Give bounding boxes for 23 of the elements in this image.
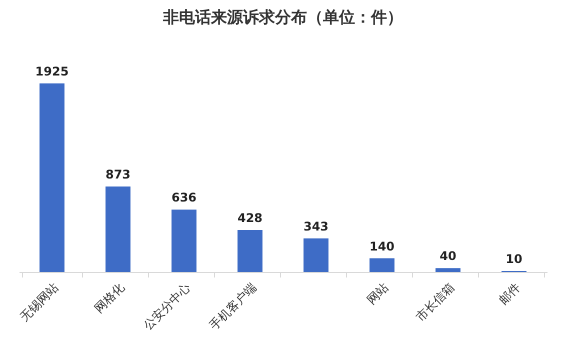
- bar: [304, 238, 328, 272]
- bar: [106, 186, 130, 272]
- data-label: 873: [105, 167, 131, 182]
- data-label: 140: [369, 239, 395, 254]
- chart-title: 非电话来源诉求分布（单位：件）: [162, 7, 403, 26]
- bar: [370, 258, 394, 272]
- x-tick-label: 公安分中心: [140, 280, 193, 332]
- x-tick-label: 网站: [364, 280, 391, 307]
- data-label: 10: [506, 252, 522, 266]
- x-tick-label: 市长信箱: [413, 280, 457, 324]
- x-tick-label: 无锡网站: [17, 280, 61, 324]
- bar: [40, 83, 64, 272]
- data-label: 40: [440, 249, 456, 264]
- data-label: 428: [237, 211, 263, 226]
- bar: [436, 268, 460, 272]
- x-tick-label: 网格化: [92, 280, 127, 316]
- data-label: 343: [303, 219, 329, 234]
- data-label: 1925: [35, 64, 69, 78]
- data-label: 636: [171, 190, 197, 205]
- x-tick-label: 手机客户端: [206, 280, 259, 332]
- bar: [238, 230, 262, 272]
- bar: [172, 210, 196, 272]
- x-tick-label: 邮件: [496, 280, 523, 307]
